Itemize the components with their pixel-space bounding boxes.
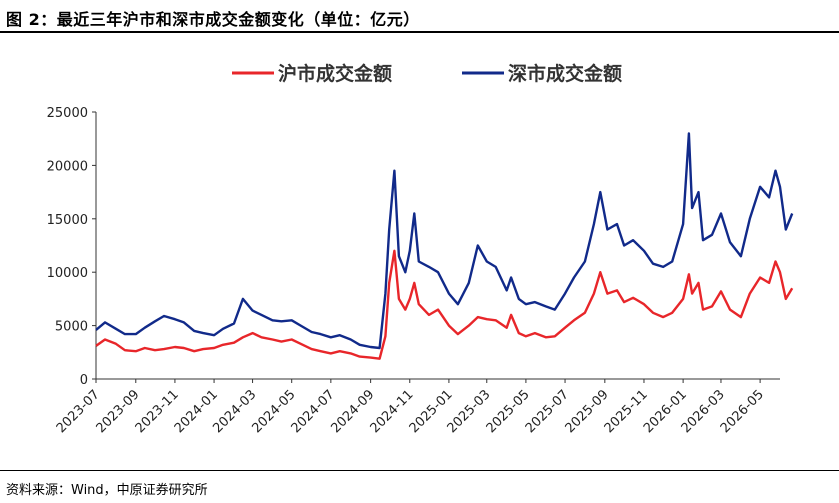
x-tick-label: 2026-05 bbox=[718, 387, 767, 436]
y-tick-label: 15000 bbox=[47, 213, 88, 228]
legend: 沪市成交金额 深市成交金额 bbox=[232, 62, 622, 85]
legend-label-1: 深市成交金额 bbox=[508, 62, 622, 85]
legend-label-0: 沪市成交金额 bbox=[278, 62, 392, 85]
series-line-1 bbox=[95, 132, 794, 350]
series-line-0 bbox=[95, 249, 794, 360]
figure-title: 图 2：最近三年沪市和深市成交金额变化（单位：亿元） bbox=[6, 10, 420, 29]
title-rule bbox=[0, 31, 839, 33]
series-lines bbox=[95, 132, 794, 360]
y-tick-label: 20000 bbox=[47, 159, 88, 174]
y-tick-label: 25000 bbox=[47, 106, 88, 121]
source-rule bbox=[0, 470, 839, 471]
x-axis: 2023-072023-092023-112024-012024-032024-… bbox=[54, 378, 780, 436]
y-tick-label: 10000 bbox=[47, 266, 88, 281]
source-note: 资料来源：Wind，中原证券研究所 bbox=[6, 483, 208, 498]
y-tick-label: 5000 bbox=[55, 320, 88, 335]
y-tick-label: 0 bbox=[80, 373, 88, 388]
y-axis: 0 5000 10000 15000 20000 25000 bbox=[47, 106, 97, 388]
line-chart: 沪市成交金额 深市成交金额 0 5000 10000 15000 20000 25000 2… bbox=[47, 62, 794, 436]
